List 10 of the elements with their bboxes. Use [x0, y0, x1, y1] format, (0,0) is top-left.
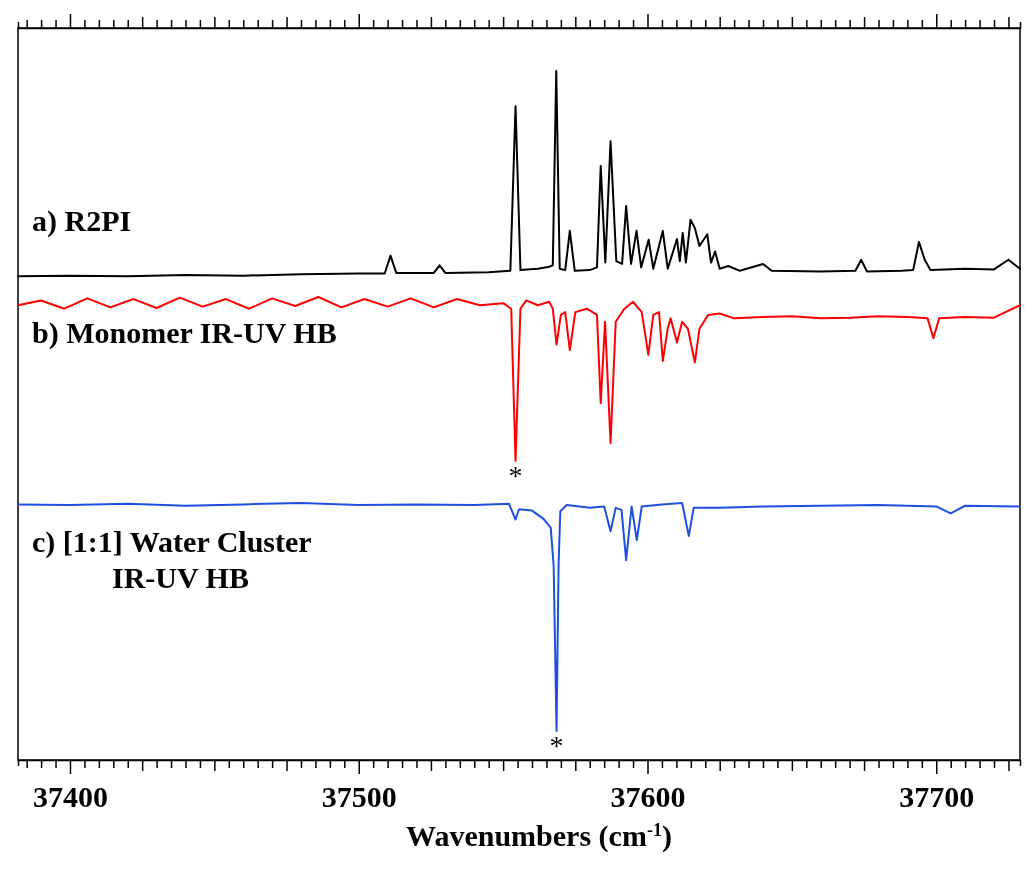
series-label: c) [1:1] Water Cluster IR-UV HB — [32, 525, 312, 595]
series-label: a) R2PI — [32, 204, 132, 239]
annotation: * — [549, 730, 564, 762]
x-axis-title: Wavenumbers (cm$^{-1}$) — [406, 819, 672, 853]
x-tick-label: 37500 — [321, 780, 397, 814]
annotation: * — [508, 459, 523, 491]
series-label: b) Monomer IR-UV HB — [32, 316, 337, 351]
x-tick-label: 37700 — [899, 780, 975, 814]
x-tick-label: 37600 — [610, 780, 686, 814]
x-tick-label: 37400 — [32, 780, 108, 814]
